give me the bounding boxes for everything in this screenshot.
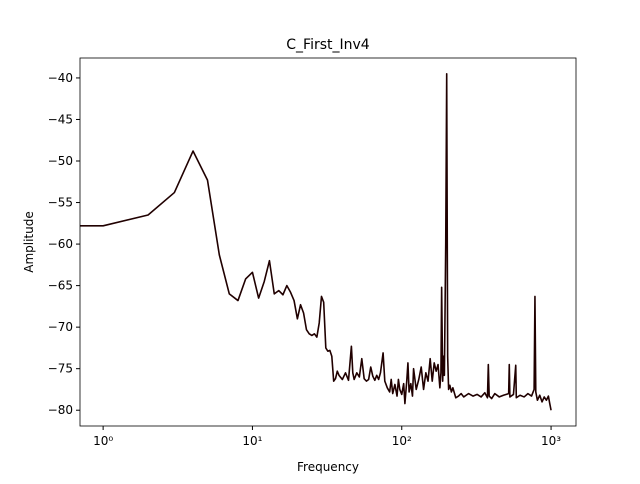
x-tick-label: 10³	[541, 434, 561, 448]
x-tick-label: 10²	[392, 434, 412, 448]
y-tick-label: −45	[48, 112, 73, 126]
y-axis-label: Amplitude	[22, 211, 36, 273]
plot-frame	[79, 57, 577, 427]
y-tick-label: −55	[48, 196, 73, 210]
chart-title: C_First_Inv4	[286, 37, 370, 53]
x-tick-label: 10¹	[242, 434, 262, 448]
y-tick-label: −50	[48, 154, 73, 168]
x-axis-label: Frequency	[297, 460, 359, 474]
line-series	[80, 72, 552, 411]
y-tick-label: −70	[48, 320, 73, 334]
y-tick-label: −80	[48, 403, 73, 417]
y-tick-label: −60	[48, 237, 73, 251]
y-tick-label: −75	[48, 362, 73, 376]
y-tick-label: −65	[48, 279, 73, 293]
x-tick-label: 10⁰	[93, 434, 113, 448]
y-tick-label: −40	[48, 71, 73, 85]
